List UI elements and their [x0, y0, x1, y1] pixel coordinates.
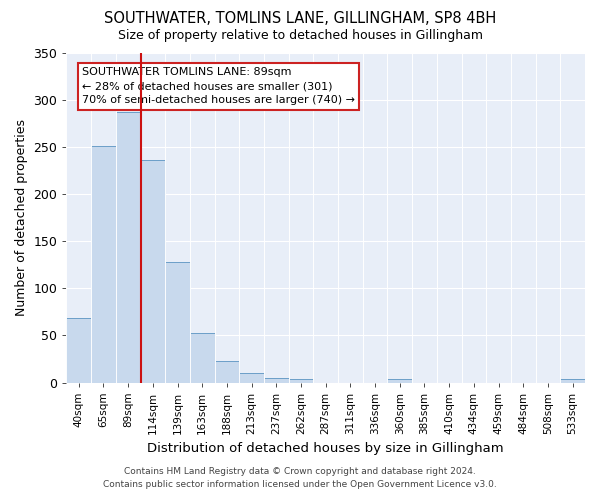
Bar — [140, 160, 165, 382]
Text: SOUTHWATER TOMLINS LANE: 89sqm
← 28% of detached houses are smaller (301)
70% of: SOUTHWATER TOMLINS LANE: 89sqm ← 28% of … — [82, 68, 355, 106]
Bar — [289, 378, 313, 382]
X-axis label: Distribution of detached houses by size in Gillingham: Distribution of detached houses by size … — [148, 442, 504, 455]
Text: SOUTHWATER, TOMLINS LANE, GILLINGHAM, SP8 4BH: SOUTHWATER, TOMLINS LANE, GILLINGHAM, SP… — [104, 11, 496, 26]
Bar — [560, 378, 585, 382]
Bar — [116, 112, 140, 382]
Bar — [165, 262, 190, 382]
Bar — [388, 378, 412, 382]
Bar — [239, 373, 264, 382]
Bar — [264, 378, 289, 382]
Bar — [215, 361, 239, 382]
Bar — [91, 146, 116, 382]
Y-axis label: Number of detached properties: Number of detached properties — [15, 119, 28, 316]
Text: Size of property relative to detached houses in Gillingham: Size of property relative to detached ho… — [118, 28, 482, 42]
Text: Contains HM Land Registry data © Crown copyright and database right 2024.
Contai: Contains HM Land Registry data © Crown c… — [103, 468, 497, 489]
Bar — [67, 318, 91, 382]
Bar — [190, 332, 215, 382]
